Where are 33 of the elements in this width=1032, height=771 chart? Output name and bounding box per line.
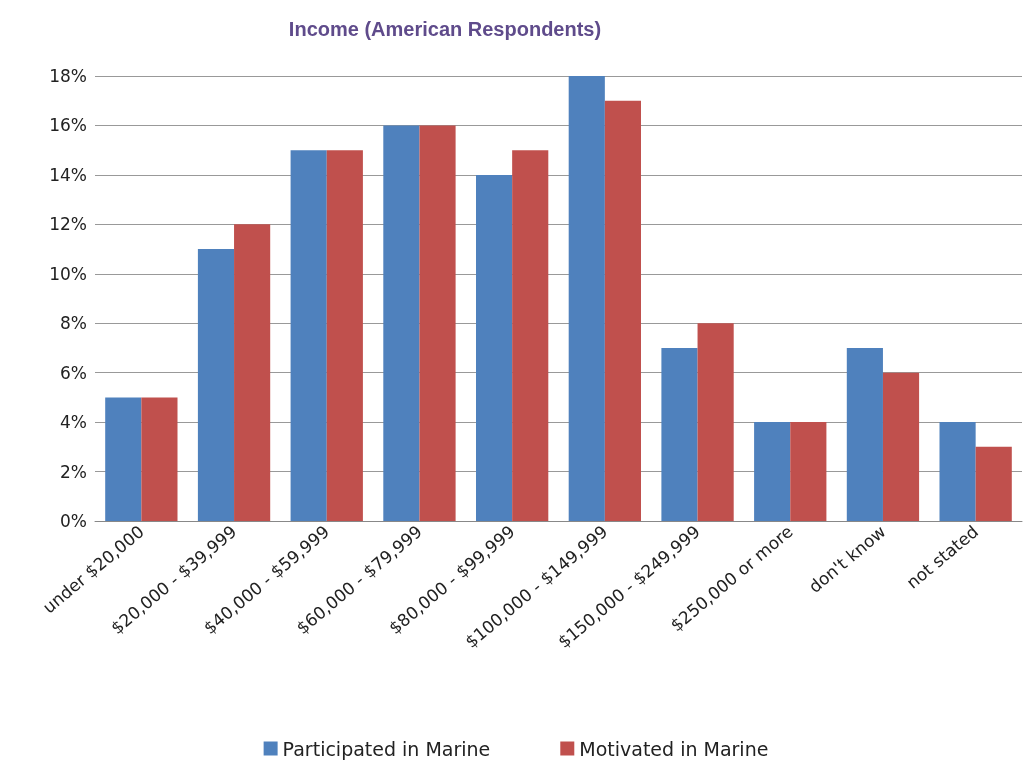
chart-title: Income (American Respondents) bbox=[288, 18, 602, 40]
bar bbox=[512, 150, 549, 521]
bar bbox=[661, 347, 698, 521]
y-tick-label: 6% bbox=[60, 362, 87, 383]
legend-label: Participated in Marine bbox=[282, 737, 491, 760]
bar bbox=[697, 323, 734, 521]
bar bbox=[234, 224, 271, 521]
bar bbox=[939, 422, 976, 521]
bar bbox=[141, 397, 178, 521]
y-tick-label: 14% bbox=[49, 164, 87, 185]
legend-label: Motivated in Marine bbox=[579, 737, 769, 760]
y-tick-label: 0% bbox=[60, 511, 87, 531]
bar bbox=[604, 100, 641, 521]
bar bbox=[105, 397, 142, 521]
y-tick-label: 18% bbox=[49, 66, 87, 86]
bar bbox=[326, 150, 363, 521]
y-tick-label: 4% bbox=[60, 412, 87, 433]
bar bbox=[383, 125, 420, 521]
y-tick-label: 10% bbox=[49, 263, 87, 284]
bar bbox=[197, 249, 235, 521]
bar bbox=[882, 372, 920, 521]
bar bbox=[754, 422, 791, 521]
bar bbox=[568, 76, 605, 521]
bar bbox=[419, 125, 456, 521]
y-tick-label: 2% bbox=[60, 461, 87, 482]
bar bbox=[290, 150, 327, 521]
bar bbox=[790, 422, 827, 521]
bar bbox=[975, 446, 1012, 521]
bar bbox=[476, 174, 513, 521]
y-tick-label: 12% bbox=[49, 214, 87, 235]
bar bbox=[846, 347, 883, 521]
y-tick-label: 16% bbox=[49, 115, 87, 136]
y-tick-label: 8% bbox=[60, 313, 87, 334]
